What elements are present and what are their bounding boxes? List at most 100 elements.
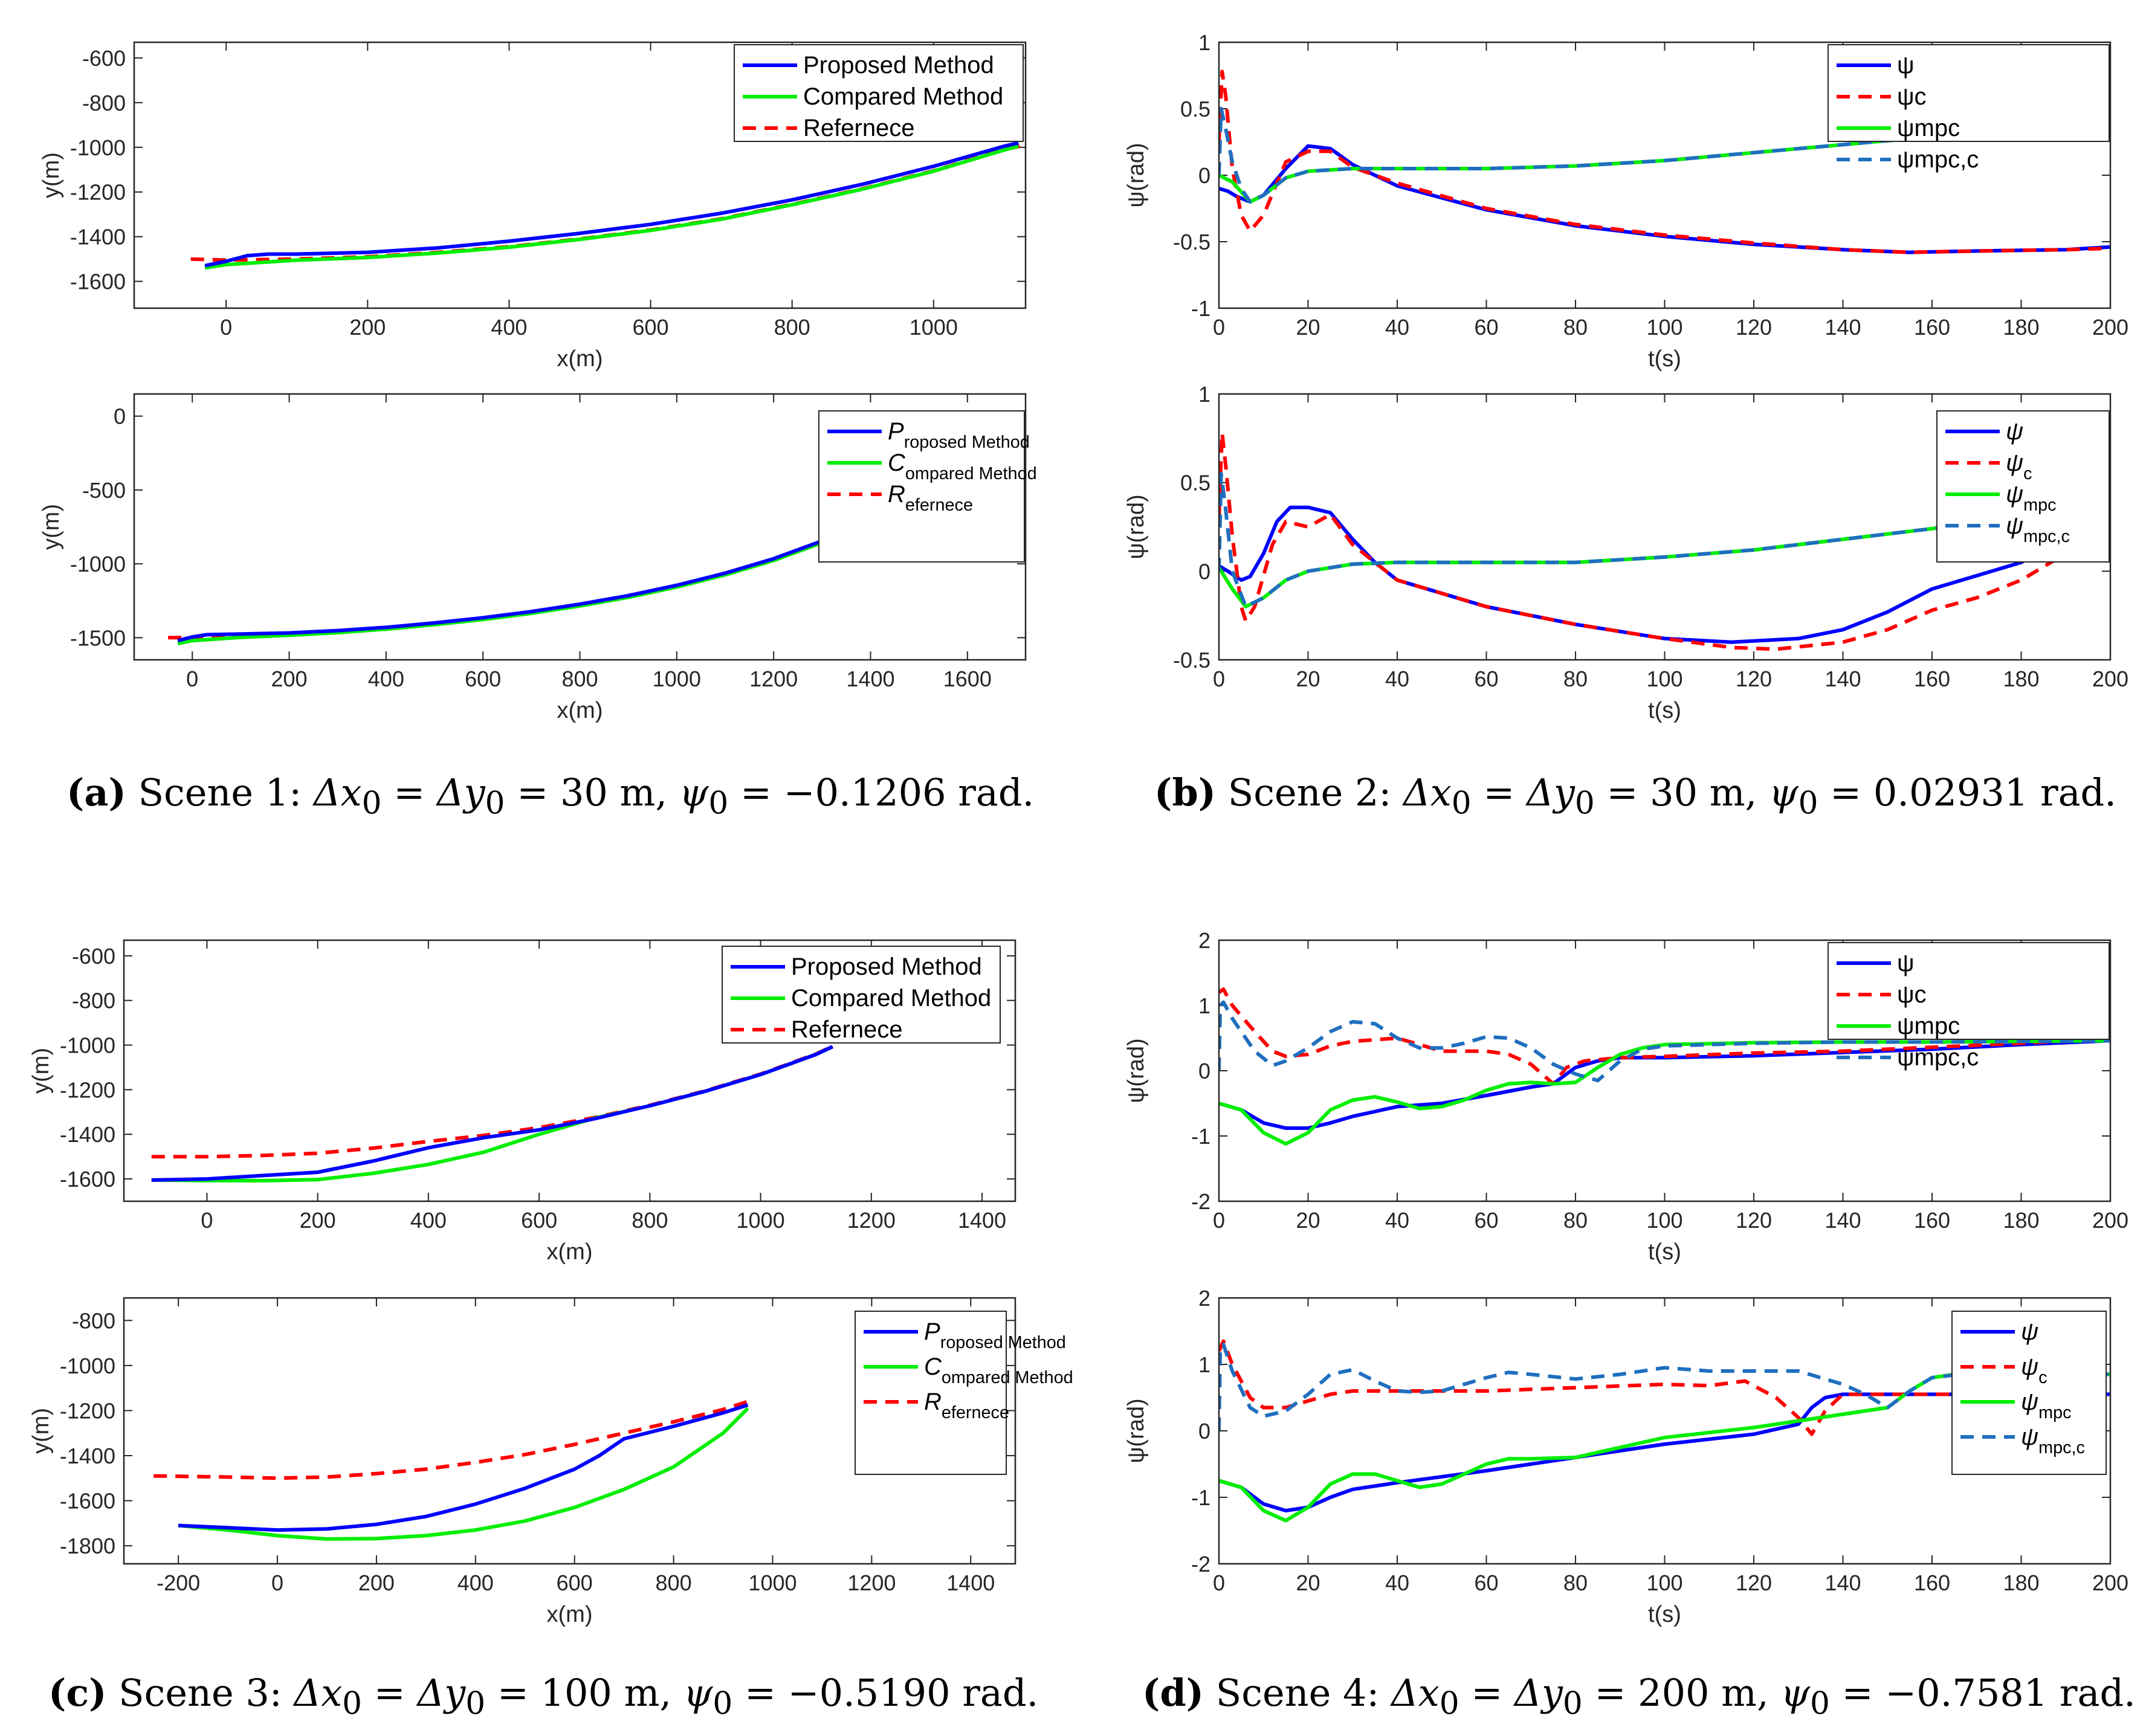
y-tick-label: 1 xyxy=(1198,382,1210,407)
caption-sub: 0 xyxy=(1451,785,1472,822)
legend-label: ψmpc xyxy=(1897,115,1960,141)
legend-label: ψ xyxy=(1897,950,1915,976)
caption-label: (b) xyxy=(1154,770,1217,815)
x-tick-label: 0 xyxy=(1213,1570,1225,1595)
caption-eq: = xyxy=(497,1671,529,1715)
legend-label: Refernece xyxy=(924,1389,1009,1422)
caption-sub: 0 xyxy=(1562,1685,1583,1722)
x-tick-label: 20 xyxy=(1296,315,1320,340)
caption-dx: Δx xyxy=(313,770,362,815)
x-tick-label: 0 xyxy=(201,1208,213,1233)
caption-c: (c) Scene 3: Δx0 = Δy0 = 100 m, ψ0 = −0.… xyxy=(48,1671,1038,1721)
x-tick-label: 0 xyxy=(186,666,198,691)
x-tick-label: 160 xyxy=(1914,666,1950,691)
chart-scene4-psi: 0 20 40 60 80 100 120 140 160 180 200 -2 -1 0 1 2 t(s) ψ(… xyxy=(1123,1286,2128,1627)
legend-label: ψmpc xyxy=(1897,1013,1960,1039)
x-axis-label: t(s) xyxy=(1648,698,1681,723)
caption-eq: = xyxy=(740,770,772,815)
x-tick-label: 800 xyxy=(656,1570,692,1595)
y-tick-label: 0 xyxy=(1198,1419,1210,1444)
series-group xyxy=(168,505,896,646)
caption-dist: 30 m, xyxy=(1650,770,1757,815)
legend-box xyxy=(1936,410,2110,563)
legend-label: ψ xyxy=(2021,1318,2038,1345)
x-tick-label: 140 xyxy=(1824,315,1861,340)
x-tick-label: -200 xyxy=(157,1570,200,1595)
x-tick-label: 120 xyxy=(1736,1208,1772,1233)
series-group xyxy=(154,1399,749,1541)
x-axis-label: t(s) xyxy=(1648,1602,1681,1627)
x-tick-label: 100 xyxy=(1646,1570,1682,1595)
y-tick-label: -0.5 xyxy=(1173,648,1210,673)
caption-dist: 30 m, xyxy=(560,770,668,815)
x-tick-label: 140 xyxy=(1824,666,1861,691)
plot-frame xyxy=(1218,393,2112,661)
caption-label: (a) xyxy=(66,770,126,815)
y-tick-label: 0 xyxy=(1198,1059,1210,1083)
y-tick-label: -1000 xyxy=(60,1354,115,1378)
y-tick-label: -1600 xyxy=(60,1167,115,1192)
caption-psi: ψ xyxy=(679,770,709,815)
x-tick-label: 120 xyxy=(1736,1570,1772,1595)
x-tick-label: 200 xyxy=(271,666,307,691)
y-tick-label: -1400 xyxy=(60,1122,115,1147)
y-tick-label: -800 xyxy=(72,1308,115,1333)
x-tick-label: 200 xyxy=(2092,666,2128,691)
caption-scene: Scene 4: xyxy=(1215,1671,1380,1715)
caption-sub: 0 xyxy=(708,785,729,822)
y-tick-label: 0 xyxy=(1198,559,1210,584)
x-tick-label: 160 xyxy=(1914,1208,1950,1233)
y-axis-label: y(m) xyxy=(28,1408,54,1454)
x-tick-label: 120 xyxy=(1736,666,1772,691)
series-line xyxy=(1219,1339,2110,1436)
y-tick-label: -600 xyxy=(82,46,126,71)
x-tick-label: 600 xyxy=(465,666,501,691)
caption-psi: ψ xyxy=(1780,1671,1811,1715)
legend-label: Compared Method xyxy=(924,1354,1073,1387)
y-tick-label: -500 xyxy=(82,478,126,503)
chart-scene3-psi: 0 20 40 60 80 100 120 140 160 180 200 -2 -1 0 1 2 t(s) ψ(… xyxy=(1123,928,2128,1265)
legend-box xyxy=(1828,44,2110,142)
x-tick-label: 100 xyxy=(1646,666,1682,691)
x-tick-label: 0 xyxy=(1213,1208,1225,1233)
x-tick-label: 80 xyxy=(1563,1570,1588,1595)
x-tick-label: 1200 xyxy=(847,1208,896,1233)
legend-label: ψc xyxy=(1897,981,1927,1008)
legend-label: ψmpc,c xyxy=(2021,1424,2085,1457)
caption-scene: Scene 2: xyxy=(1227,770,1392,815)
series-line xyxy=(178,1403,749,1532)
series-line xyxy=(1219,472,2110,608)
x-tick-label: 60 xyxy=(1474,315,1498,340)
y-tick-label: 0.5 xyxy=(1180,471,1210,495)
x-tick-label: 100 xyxy=(1646,315,1682,340)
x-tick-label: 1200 xyxy=(749,666,798,691)
caption-dx: Δx xyxy=(294,1671,343,1715)
caption-scene: Scene 1: xyxy=(138,770,302,815)
legend-label: ψmpc xyxy=(2021,1389,2072,1422)
x-tick-label: 140 xyxy=(1824,1208,1861,1233)
x-tick-label: 0 xyxy=(1213,666,1225,691)
x-tick-label: 40 xyxy=(1385,315,1409,340)
chart-scene1-psi: 0 20 40 60 80 100 120 140 160 180 200 -1 -0.5 0 0.5 1 t(… xyxy=(1123,30,2128,372)
y-axis-label: ψ(rad) xyxy=(1123,1038,1149,1103)
caption-dy: Δy xyxy=(1514,1671,1563,1715)
caption-sub: 0 xyxy=(1574,785,1595,822)
y-tick-label: 1 xyxy=(1198,1352,1210,1377)
x-tick-label: 180 xyxy=(2003,1570,2039,1595)
series-line xyxy=(204,141,1019,268)
series-line xyxy=(151,1045,833,1182)
legend-label: ψmpc,c xyxy=(2006,512,2070,546)
x-tick-label: 40 xyxy=(1385,1208,1409,1233)
y-tick-label: -1 xyxy=(1191,1485,1210,1510)
x-tick-label: 200 xyxy=(349,315,386,340)
caption-angle: −0.7581 rad. xyxy=(1885,1671,2136,1715)
caption-psi: ψ xyxy=(683,1671,713,1715)
y-tick-label: 0 xyxy=(1198,163,1210,188)
caption-angle: −0.1206 rad. xyxy=(783,770,1035,815)
plot-frame xyxy=(1218,939,2112,1202)
legend-label: Refernece xyxy=(888,481,973,515)
